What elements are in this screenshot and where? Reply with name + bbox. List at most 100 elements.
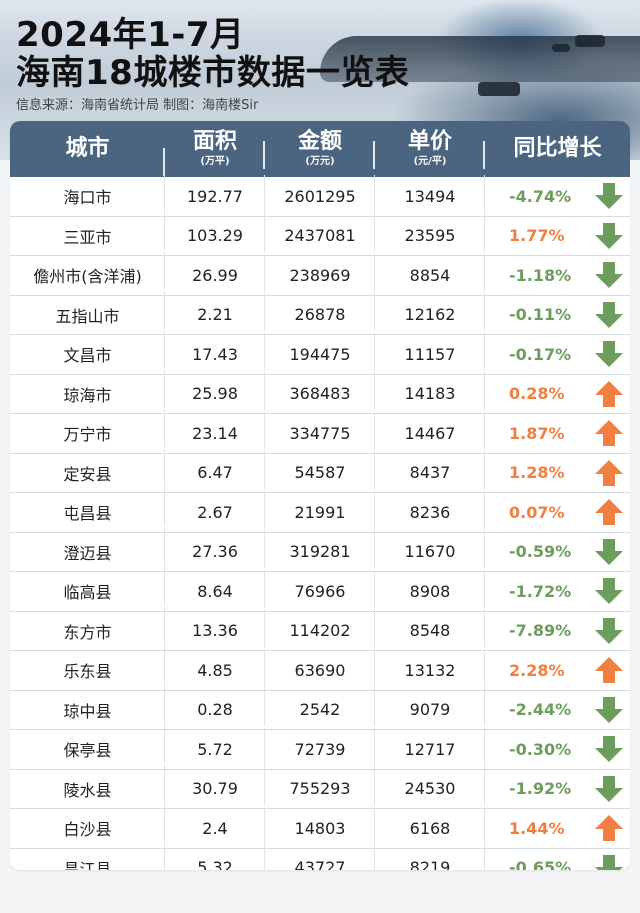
table-row: 保亭县 5.72 72739 12717 -0.30% xyxy=(10,725,630,770)
cell-amount: 238969 xyxy=(265,253,375,292)
table-row: 乐东县 4.85 63690 13132 2.28% xyxy=(10,646,630,691)
cell-growth: 1.87% xyxy=(485,418,630,448)
cell-amount: 368483 xyxy=(265,372,375,411)
cell-area: 4.85 xyxy=(165,648,265,687)
cell-area: 27.36 xyxy=(165,530,265,569)
cell-amount: 2601295 xyxy=(265,174,375,213)
cell-area: 0.28 xyxy=(165,688,265,727)
cell-price: 12162 xyxy=(375,293,485,332)
growth-value: -2.44% xyxy=(509,700,572,720)
cell-amount: 334775 xyxy=(265,411,375,450)
growth-value: -7.89% xyxy=(509,621,572,641)
cell-amount: 2542 xyxy=(265,688,375,727)
cell-area: 17.43 xyxy=(165,332,265,371)
cell-growth: -0.65% xyxy=(485,853,630,870)
table-row: 儋州市(含洋浦) 26.99 238969 8854 -1.18% xyxy=(10,251,630,296)
cell-city: 文昌市 xyxy=(10,330,165,369)
cell-price: 12717 xyxy=(375,727,485,766)
cell-amount: 2437081 xyxy=(265,214,375,253)
table-body: 海口市 192.77 2601295 13494 -4.74% 三亚市 103.29 2437… xyxy=(10,172,630,870)
cell-growth: -4.74% xyxy=(485,181,630,211)
cell-area: 6.47 xyxy=(165,451,265,490)
table-row: 琼海市 25.98 368483 14183 0.28% xyxy=(10,369,630,414)
arrow-down-icon xyxy=(593,221,625,251)
cell-city: 东方市 xyxy=(10,606,165,645)
cell-growth: -0.59% xyxy=(485,537,630,567)
cell-growth: -0.11% xyxy=(485,300,630,330)
cell-amount: 14803 xyxy=(265,806,375,845)
header-price-unit: (元/平) xyxy=(413,155,447,167)
arrow-down-icon xyxy=(593,616,625,646)
growth-value: -1.72% xyxy=(509,581,572,601)
cell-area: 23.14 xyxy=(165,411,265,450)
cell-area: 2.67 xyxy=(165,490,265,529)
arrow-down-icon xyxy=(593,695,625,725)
arrow-down-icon xyxy=(593,853,625,870)
cell-growth: -7.89% xyxy=(485,616,630,646)
cell-price: 11670 xyxy=(375,530,485,569)
table-row: 琼中县 0.28 2542 9079 -2.44% xyxy=(10,685,630,730)
cell-price: 8548 xyxy=(375,609,485,648)
cell-city: 乐东县 xyxy=(10,646,165,685)
growth-value: 0.28% xyxy=(509,384,565,404)
cell-price: 8908 xyxy=(375,569,485,608)
table-row: 东方市 13.36 114202 8548 -7.89% xyxy=(10,606,630,651)
cell-city: 琼海市 xyxy=(10,369,165,408)
growth-value: 0.07% xyxy=(509,502,565,522)
cell-area: 25.98 xyxy=(165,372,265,411)
table-row: 万宁市 23.14 334775 14467 1.87% xyxy=(10,409,630,454)
cell-price: 23595 xyxy=(375,214,485,253)
cell-area: 13.36 xyxy=(165,609,265,648)
cell-area: 8.64 xyxy=(165,569,265,608)
arrow-up-icon xyxy=(593,655,625,685)
cell-city: 琼中县 xyxy=(10,685,165,724)
cell-area: 26.99 xyxy=(165,253,265,292)
page-title-line2: 海南18城楼市数据一览表 xyxy=(16,53,410,93)
table-row: 文昌市 17.43 194475 11157 -0.17% xyxy=(10,330,630,375)
arrow-down-icon xyxy=(593,339,625,369)
cell-city: 昌江县 xyxy=(10,843,165,870)
cell-amount: 26878 xyxy=(265,293,375,332)
growth-value: -0.17% xyxy=(509,344,572,364)
header-amount-unit: (万元) xyxy=(305,155,335,167)
cell-city: 儋州市(含洋浦) xyxy=(10,251,165,290)
cell-growth: -0.17% xyxy=(485,339,630,369)
source-credit: 信息来源：海南省统计局 制图：海南楼Sir xyxy=(16,98,259,113)
cell-city: 定安县 xyxy=(10,448,165,487)
arrow-down-icon xyxy=(593,181,625,211)
growth-value: -4.74% xyxy=(509,186,572,206)
ship-silhouette xyxy=(478,82,520,96)
cell-price: 14467 xyxy=(375,411,485,450)
cell-price: 9079 xyxy=(375,688,485,727)
table-row: 定安县 6.47 54587 8437 1.28% xyxy=(10,448,630,493)
arrow-up-icon xyxy=(593,418,625,448)
cell-city: 临高县 xyxy=(10,567,165,606)
cell-growth: 2.28% xyxy=(485,655,630,685)
cell-growth: 0.28% xyxy=(485,379,630,409)
cell-price: 11157 xyxy=(375,332,485,371)
table-row: 三亚市 103.29 2437081 23595 1.77% xyxy=(10,211,630,256)
growth-value: -1.18% xyxy=(509,265,572,285)
cell-area: 2.21 xyxy=(165,293,265,332)
ship-silhouette xyxy=(552,44,570,52)
cell-growth: 1.77% xyxy=(485,221,630,251)
cell-price: 6168 xyxy=(375,806,485,845)
cell-amount: 76966 xyxy=(265,569,375,608)
cell-area: 103.29 xyxy=(165,214,265,253)
header-city-label: 城市 xyxy=(65,136,110,161)
cell-price: 14183 xyxy=(375,372,485,411)
table-row: 昌江县 5.32 43727 8219 -0.65% xyxy=(10,843,630,870)
table-row: 临高县 8.64 76966 8908 -1.72% xyxy=(10,567,630,612)
cell-city: 澄迈县 xyxy=(10,527,165,566)
cell-amount: 43727 xyxy=(265,846,375,870)
cell-amount: 63690 xyxy=(265,648,375,687)
cell-amount: 54587 xyxy=(265,451,375,490)
cell-price: 8437 xyxy=(375,451,485,490)
cell-price: 8219 xyxy=(375,846,485,870)
growth-value: 1.87% xyxy=(509,423,565,443)
cell-growth: -1.18% xyxy=(485,260,630,290)
cell-amount: 194475 xyxy=(265,332,375,371)
cell-area: 30.79 xyxy=(165,767,265,806)
table-header-row: 城市 面积 (万平) 金额 (万元) 单价 (元/平) 同比增长 xyxy=(10,121,630,177)
header-area-unit: (万平) xyxy=(200,155,230,167)
